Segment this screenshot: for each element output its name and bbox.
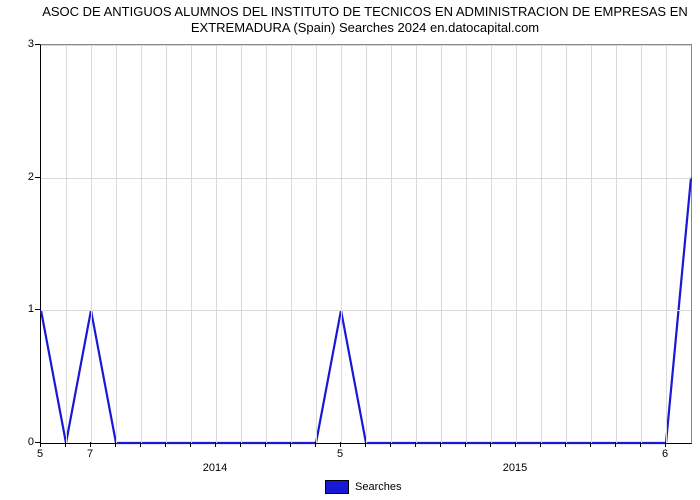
x-tick-mark <box>215 442 216 447</box>
x-tick-mark <box>265 442 266 447</box>
x-tick-mark <box>90 442 91 447</box>
x-tick-mark <box>640 442 641 447</box>
legend-label: Searches <box>355 481 401 493</box>
y-tick-mark <box>35 177 40 178</box>
x-tick-label: 5 <box>337 448 343 460</box>
gridline-v <box>441 45 442 443</box>
x-tick-mark <box>440 442 441 447</box>
gridline-v <box>541 45 542 443</box>
gridline-v <box>216 45 217 443</box>
gridline-v <box>191 45 192 443</box>
plot-area <box>40 44 692 444</box>
legend: Searches <box>325 480 401 494</box>
gridline-v <box>416 45 417 443</box>
gridline-v <box>116 45 117 443</box>
gridline-h <box>41 178 691 179</box>
x-tick-mark <box>115 442 116 447</box>
x-tick-mark <box>165 442 166 447</box>
x-tick-mark <box>490 442 491 447</box>
x-tick-mark <box>340 442 341 447</box>
gridline-v <box>391 45 392 443</box>
x-tick-mark <box>465 442 466 447</box>
gridline-v <box>66 45 67 443</box>
gridline-h <box>41 45 691 46</box>
x-tick-mark <box>290 442 291 447</box>
x-tick-mark <box>665 442 666 447</box>
gridline-v <box>591 45 592 443</box>
y-tick-mark <box>35 309 40 310</box>
x-tick-mark <box>40 442 41 447</box>
x-group-label: 2015 <box>503 462 527 474</box>
gridline-v <box>366 45 367 443</box>
gridline-v <box>566 45 567 443</box>
x-group-label: 2014 <box>203 462 227 474</box>
x-tick-mark <box>590 442 591 447</box>
y-tick-label: 0 <box>20 436 34 448</box>
x-tick-mark <box>65 442 66 447</box>
gridline-v <box>91 45 92 443</box>
x-tick-mark <box>390 442 391 447</box>
gridline-v <box>266 45 267 443</box>
gridline-v <box>641 45 642 443</box>
gridline-h <box>41 310 691 311</box>
gridline-v <box>341 45 342 443</box>
y-tick-label: 3 <box>20 38 34 50</box>
x-tick-mark <box>315 442 316 447</box>
y-tick-label: 1 <box>20 303 34 315</box>
gridline-v <box>666 45 667 443</box>
gridline-v <box>241 45 242 443</box>
x-tick-label: 5 <box>37 448 43 460</box>
gridline-v <box>166 45 167 443</box>
y-tick-label: 2 <box>20 171 34 183</box>
chart-container: ASOC DE ANTIGUOS ALUMNOS DEL INSTITUTO D… <box>0 0 700 500</box>
x-tick-mark <box>615 442 616 447</box>
legend-swatch <box>325 480 349 494</box>
x-tick-mark <box>190 442 191 447</box>
gridline-v <box>316 45 317 443</box>
x-tick-mark <box>140 442 141 447</box>
gridline-v <box>141 45 142 443</box>
x-tick-label: 6 <box>662 448 668 460</box>
gridline-v <box>491 45 492 443</box>
y-tick-mark <box>35 44 40 45</box>
gridline-v <box>516 45 517 443</box>
gridline-v <box>466 45 467 443</box>
x-tick-mark <box>240 442 241 447</box>
gridline-v <box>616 45 617 443</box>
x-tick-mark <box>540 442 541 447</box>
x-tick-mark <box>515 442 516 447</box>
x-tick-mark <box>565 442 566 447</box>
x-tick-mark <box>365 442 366 447</box>
gridline-v <box>291 45 292 443</box>
chart-title: ASOC DE ANTIGUOS ALUMNOS DEL INSTITUTO D… <box>40 4 690 37</box>
x-tick-mark <box>415 442 416 447</box>
x-tick-label: 7 <box>87 448 93 460</box>
